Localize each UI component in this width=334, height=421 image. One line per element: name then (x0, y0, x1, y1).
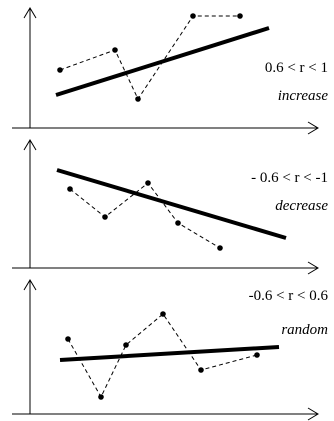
y-axis-arrow (23, 139, 37, 151)
data-point (65, 336, 71, 342)
panel-random: -0.6 < r < 0.6 random (12, 279, 329, 421)
data-point (190, 13, 196, 19)
y-axis-arrow (23, 279, 37, 291)
data-point (123, 342, 129, 348)
trend-label: increase (278, 88, 329, 104)
panel-increase: 0.6 < r < 1 increase (12, 7, 329, 135)
x-axis-arrow (307, 121, 319, 135)
data-point (160, 311, 166, 317)
data-path (67, 313, 258, 399)
x-axis-arrow (307, 407, 319, 421)
data-point (198, 367, 204, 373)
range-label: 0.6 < r < 1 (265, 60, 328, 76)
data-point (57, 67, 63, 73)
data-point (67, 186, 73, 192)
trend-line (59, 345, 280, 362)
data-point (135, 96, 141, 102)
panel-decrease: - 0.6 < r < -1 decrease (12, 139, 328, 275)
data-point (145, 180, 151, 186)
data-point (237, 13, 243, 19)
y-axis-arrow (23, 7, 37, 19)
range-label: -0.6 < r < 0.6 (249, 288, 329, 304)
trend-label: decrease (275, 198, 328, 214)
data-point (254, 352, 260, 358)
data-point (102, 214, 108, 220)
data-point (175, 220, 181, 226)
data-path (69, 182, 221, 249)
trend-label: random (281, 322, 328, 338)
x-axis-arrow (307, 261, 319, 275)
data-point (217, 245, 223, 251)
data-point (98, 394, 104, 400)
trend-line (56, 168, 287, 240)
range-label: - 0.6 < r < -1 (251, 170, 328, 186)
trend-line (55, 26, 270, 97)
data-point (112, 47, 118, 53)
